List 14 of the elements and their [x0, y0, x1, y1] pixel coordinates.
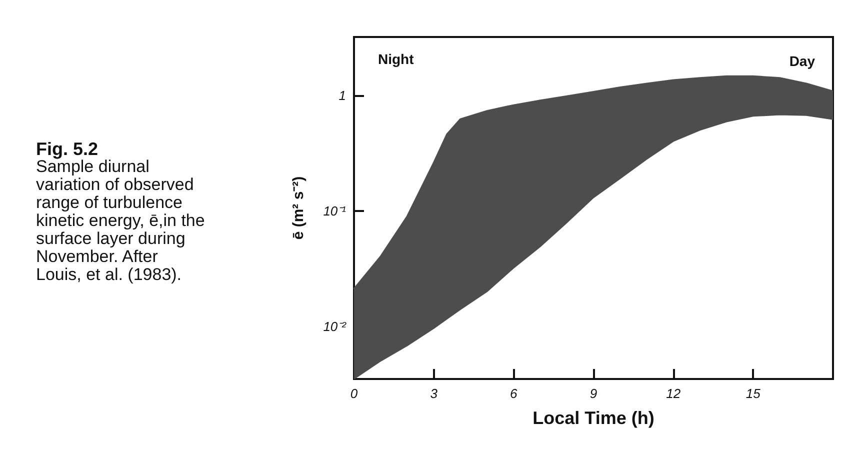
y-tick-label: 10⁻²	[323, 318, 347, 334]
annotation: Night	[378, 51, 414, 67]
y-axis-title: ē (m² s⁻²)	[290, 176, 307, 240]
x-tick-label: 6	[510, 386, 518, 401]
x-tick-label: 15	[746, 386, 762, 401]
y-tick-label: 1	[338, 88, 346, 103]
text: Fig. 5.2	[36, 139, 100, 159]
annotation: Day	[789, 53, 816, 69]
x-tick-label: 3	[430, 386, 438, 401]
x-axis-title: Local Time (h)	[532, 408, 654, 428]
x-tick-label: 12	[666, 386, 682, 401]
x-tick-label: 0	[350, 386, 358, 401]
y-tick-label: 10⁻¹	[323, 203, 347, 218]
x-tick-label: 9	[590, 386, 598, 401]
